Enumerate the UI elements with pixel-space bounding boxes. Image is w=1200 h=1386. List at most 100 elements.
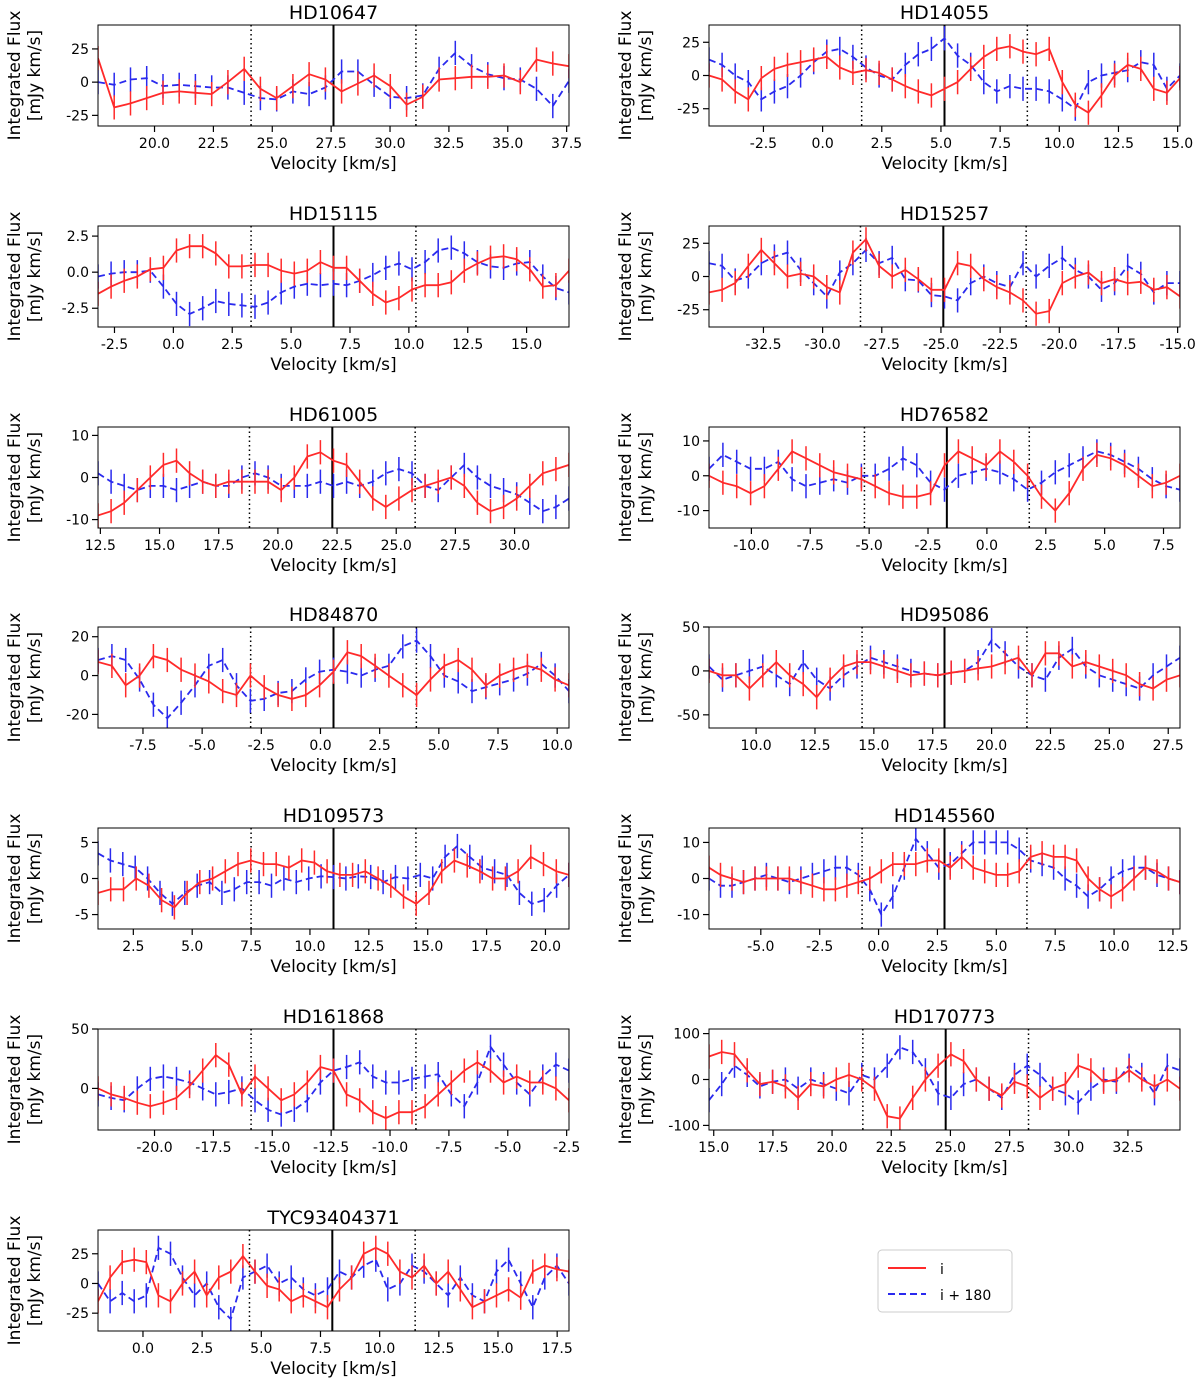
red-series xyxy=(98,1043,569,1130)
x-tick-label: 12.5 xyxy=(423,1341,454,1357)
axes-frame xyxy=(97,24,570,127)
panel-title: TYC93404371 xyxy=(266,1207,399,1229)
x-tick-label: 15.0 xyxy=(482,1341,513,1357)
x-tick-label: 7.5 xyxy=(339,337,361,353)
y-axis-label-line2: [mJy km/s] xyxy=(636,632,656,723)
y-axis-label-line1: Integrated Flux xyxy=(5,413,25,543)
x-tick-label: 25.0 xyxy=(381,538,412,554)
red-line xyxy=(98,855,569,909)
x-tick-label: 0.0 xyxy=(976,538,998,554)
x-tick-label: -30.0 xyxy=(804,337,840,353)
y-tick-label: -20 xyxy=(66,707,89,723)
x-tick-label: 2.5 xyxy=(221,337,243,353)
y-tick-label: 25 xyxy=(71,1247,89,1263)
x-tick-label: 17.5 xyxy=(917,738,948,754)
y-tick-label: 10 xyxy=(71,428,89,444)
x-axis-label: Velocity [km/s] xyxy=(881,154,1007,174)
x-tick-label: 12.5 xyxy=(353,939,384,955)
red-series xyxy=(709,841,1180,909)
red-series xyxy=(709,227,1180,326)
y-tick-label: -25 xyxy=(66,1306,89,1322)
x-tick-label: 20.0 xyxy=(139,136,170,152)
y-axis-label-line2: [mJy km/s] xyxy=(25,1034,45,1125)
y-tick-label: 0 xyxy=(80,872,89,888)
y-tick-label: 0 xyxy=(691,469,700,485)
red-line xyxy=(709,45,1180,114)
y-tick-label: 25 xyxy=(682,236,700,252)
blue-line xyxy=(98,844,569,905)
x-axis-label: Velocity [km/s] xyxy=(270,556,396,576)
y-axis-label-line1: Integrated Flux xyxy=(616,613,636,743)
y-tick-label: 0 xyxy=(80,669,89,685)
x-tick-label: 25.0 xyxy=(257,136,288,152)
x-tick-label: 20.0 xyxy=(530,939,561,955)
plot-area xyxy=(709,627,1180,728)
panel-title: HD109573 xyxy=(283,805,384,827)
x-tick-label: 5.0 xyxy=(280,337,302,353)
x-tick-label: 12.5 xyxy=(85,538,116,554)
x-axis-label: Velocity [km/s] xyxy=(881,355,1007,375)
x-axis-label: Velocity [km/s] xyxy=(270,355,396,375)
x-tick-label: 15.0 xyxy=(511,337,542,353)
x-tick-label: 10.0 xyxy=(542,738,573,754)
red-line xyxy=(709,237,1180,315)
red-line xyxy=(709,450,1180,512)
x-tick-label: -20.0 xyxy=(1041,337,1077,353)
x-tick-label: 0.0 xyxy=(162,337,184,353)
y-tick-label: 0 xyxy=(691,69,700,85)
x-tick-label: 7.5 xyxy=(487,738,509,754)
red-series xyxy=(98,640,569,711)
x-tick-label: 17.5 xyxy=(203,538,234,554)
red-line xyxy=(709,652,1180,699)
red-series xyxy=(98,1235,569,1320)
panel-hd15115: HD15115 -2.5 0.0 2.5 5.0 7.5 10.0 12.5 15.0 -2.5 0… xyxy=(5,203,570,375)
x-tick-label: 32.5 xyxy=(1112,1140,1143,1156)
plot-area xyxy=(709,828,1180,929)
panel-title: HD170773 xyxy=(894,1006,995,1028)
red-line xyxy=(709,1051,1180,1120)
y-tick-label: 0 xyxy=(80,75,89,91)
x-tick-label: -12.5 xyxy=(313,1140,349,1156)
x-tick-label: 15.0 xyxy=(858,738,889,754)
y-tick-label: 0 xyxy=(691,664,700,680)
legend-label: i xyxy=(940,1262,944,1278)
x-tick-label: 10.0 xyxy=(1044,136,1075,152)
x-tick-label: -10.0 xyxy=(372,1140,408,1156)
y-axis-label-line2: [mJy km/s] xyxy=(25,632,45,723)
y-axis-label: Integrated Flux[mJy km/s] xyxy=(616,613,656,743)
panel-tyc93404371: TYC93404371 0.0 2.5 5.0 7.5 10.0 12.5 15.0 17.5 -… xyxy=(5,1207,573,1379)
x-tick-label: -7.5 xyxy=(797,538,824,554)
red-series xyxy=(98,440,569,528)
red-line xyxy=(98,57,569,109)
x-tick-label: -2.5 xyxy=(101,337,128,353)
y-tick-label: 100 xyxy=(673,1027,700,1043)
y-tick-label: 0 xyxy=(80,1081,89,1097)
x-tick-label: -2.5 xyxy=(914,538,941,554)
y-axis-label-line1: Integrated Flux xyxy=(616,1015,636,1145)
y-axis-label-line1: Integrated Flux xyxy=(616,413,636,543)
y-axis-label: Integrated Flux[mJy km/s] xyxy=(5,212,45,342)
x-tick-label: 22.5 xyxy=(321,538,352,554)
x-tick-label: 17.5 xyxy=(471,939,502,955)
x-tick-label: -22.5 xyxy=(982,337,1018,353)
y-axis-label-line2: [mJy km/s] xyxy=(25,432,45,523)
x-axis-label: Velocity [km/s] xyxy=(270,154,396,174)
x-tick-label: 0.0 xyxy=(309,738,331,754)
panel-title: HD15115 xyxy=(289,203,378,225)
panel-title: HD145560 xyxy=(894,805,995,827)
y-axis-label: Integrated Flux[mJy km/s] xyxy=(5,613,45,743)
y-tick-label: 25 xyxy=(71,42,89,58)
blue-line xyxy=(709,248,1180,302)
blue-line xyxy=(98,51,569,108)
y-tick-label: 0 xyxy=(691,872,700,888)
panel-title: HD14055 xyxy=(900,2,989,24)
blue-line xyxy=(709,37,1180,111)
y-tick-label: 50 xyxy=(71,1022,89,1038)
x-tick-label: -27.5 xyxy=(864,337,900,353)
panel-hd76582: HD76582 -10.0 -7.5 -5.0 -2.5 0.0 2.5 5.0 7.5 -10 0… xyxy=(616,404,1181,576)
y-tick-label: -25 xyxy=(66,108,89,124)
y-axis-label: Integrated Flux[mJy km/s] xyxy=(616,1015,656,1145)
red-series xyxy=(98,844,569,920)
y-axis-label: Integrated Flux[mJy km/s] xyxy=(616,11,656,141)
x-tick-label: 30.0 xyxy=(499,538,530,554)
